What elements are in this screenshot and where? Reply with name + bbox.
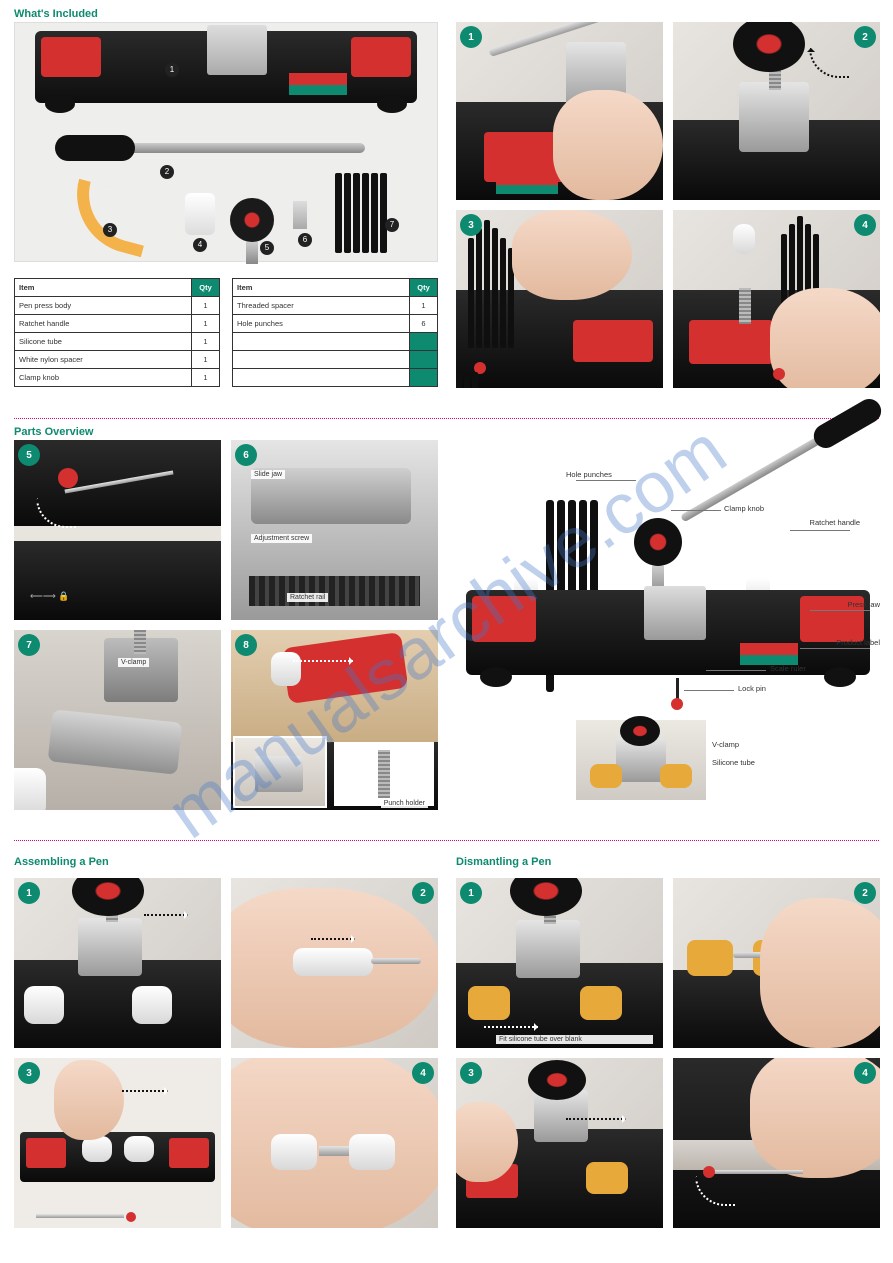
dis-step-1: 1 Fit silicone tube over blank	[456, 878, 663, 1048]
step7-label: V-clamp	[118, 658, 149, 667]
step-7: 7 V-clamp	[14, 630, 221, 810]
cell-qty	[410, 333, 438, 351]
step-badge: 3	[460, 214, 482, 236]
asm-step-3: 3	[14, 1058, 221, 1228]
step-badge: 3	[18, 1062, 40, 1084]
divider-2	[14, 840, 879, 841]
asm-step-2: 2	[231, 878, 438, 1048]
step-badge: 2	[854, 882, 876, 904]
cell-qty	[410, 351, 438, 369]
step-2: 2	[673, 22, 880, 200]
step-badge: 8	[235, 634, 257, 656]
step-badge: 2	[412, 882, 434, 904]
ov-label-clamp: V-clamp	[712, 740, 739, 749]
step-badge: 4	[854, 214, 876, 236]
cell-item: Hole punches	[233, 315, 410, 333]
step-badge: 1	[460, 882, 482, 904]
th-qty-a: Qty	[192, 279, 220, 297]
ov-label-lock: Lock pin	[738, 684, 766, 693]
hero-callout-4: 4	[193, 238, 207, 252]
th-item-a: Item	[15, 279, 192, 297]
cell-item: Clamp knob	[15, 369, 192, 387]
step-badge: 4	[412, 1062, 434, 1084]
cell-qty	[410, 369, 438, 387]
step-badge: 5	[18, 444, 40, 466]
step-5: 5 ⟵⟶ 🔒	[14, 440, 221, 620]
step6-label-adjust: Adjustment screw	[251, 534, 312, 543]
overview-diagram: Hole punches Clamp knob Ratchet handle P…	[456, 440, 880, 800]
hero-contents-photo: 1 2 3 4 5 6 7	[14, 22, 438, 262]
ov-label-knob: Clamp knob	[724, 504, 764, 513]
step-badge: 6	[235, 444, 257, 466]
parts-table-b: ItemQty Threaded spacer1 Hole punches6	[232, 278, 438, 387]
th-qty-b: Qty	[410, 279, 438, 297]
step-1: 1	[456, 22, 663, 200]
parts-tables: ItemQty Pen press body1 Ratchet handle1 …	[14, 278, 438, 387]
step-badge: 4	[854, 1062, 876, 1084]
overview-inset	[576, 720, 706, 800]
hero-callout-1: 1	[165, 63, 179, 77]
step-4: 4	[673, 210, 880, 388]
section-title-3b: Dismantling a Pen	[456, 856, 551, 868]
hero-callout-3: 3	[103, 223, 117, 237]
cell-item: Threaded spacer	[233, 297, 410, 315]
section-title-3a: Assembling a Pen	[14, 856, 109, 868]
dis-step-4: 4	[673, 1058, 880, 1228]
hero-callout-2: 2	[160, 165, 174, 179]
cell-qty: 1	[192, 297, 220, 315]
ov-label-jaw: Press jaw	[847, 600, 880, 609]
step-badge: 3	[460, 1062, 482, 1084]
step-6: 6 Slide jaw Adjustment screw Ratchet rai…	[231, 440, 438, 620]
step-badge: 2	[854, 26, 876, 48]
ov-label-punches: Hole punches	[566, 470, 612, 479]
cell-qty: 1	[192, 369, 220, 387]
cell-qty: 1	[410, 297, 438, 315]
ov-label-tube: Silicone tube	[712, 758, 755, 767]
step-badge: 7	[18, 634, 40, 656]
cell-item: White nylon spacer	[15, 351, 192, 369]
cell-qty: 6	[410, 315, 438, 333]
parts-table-a: ItemQty Pen press body1 Ratchet handle1 …	[14, 278, 220, 387]
th-item-b: Item	[233, 279, 410, 297]
ov-label-scale: Scale ruler	[770, 664, 806, 673]
dis-step1-caption: Fit silicone tube over blank	[496, 1035, 653, 1044]
step6-label-jaw: Slide jaw	[251, 470, 285, 479]
cell-qty: 1	[192, 333, 220, 351]
step-badge: 1	[460, 26, 482, 48]
cell-item	[233, 369, 410, 387]
asm-step-1: 1	[14, 878, 221, 1048]
cell-item: Ratchet handle	[15, 315, 192, 333]
ov-label-handle: Ratchet handle	[810, 518, 860, 527]
cell-item: Pen press body	[15, 297, 192, 315]
cell-item: Silicone tube	[15, 333, 192, 351]
cell-item	[233, 333, 410, 351]
hero-callout-6: 6	[298, 233, 312, 247]
step-badge: 1	[18, 882, 40, 904]
step-8: 8 Punch holder	[231, 630, 438, 810]
section-title-2: Parts Overview	[14, 426, 94, 438]
step-3: 3	[456, 210, 663, 388]
section-title-1: What's Included	[14, 8, 98, 20]
cell-qty: 1	[192, 315, 220, 333]
asm-step-4: 4	[231, 1058, 438, 1228]
hero-callout-5: 5	[260, 241, 274, 255]
step-grid-sec2: 5 ⟵⟶ 🔒 6 Slide jaw Adjustment screw Ratc…	[14, 440, 438, 810]
step-grid-sec1: 1 2 3 4	[456, 22, 880, 388]
ov-label-label: Product label	[836, 638, 880, 647]
cell-item	[233, 351, 410, 369]
step-grid-dismantle: 1 Fit silicone tube over blank 2 3 4	[456, 878, 880, 1228]
cell-qty: 1	[192, 351, 220, 369]
step6-label-ratchet: Ratchet rail	[287, 593, 328, 602]
step8-label: Punch holder	[381, 799, 428, 808]
dis-step-2: 2	[673, 878, 880, 1048]
dis-step-3: 3	[456, 1058, 663, 1228]
hero-callout-7: 7	[385, 218, 399, 232]
divider-1	[14, 418, 879, 419]
step-grid-assemble: 1 2 3 4	[14, 878, 438, 1228]
